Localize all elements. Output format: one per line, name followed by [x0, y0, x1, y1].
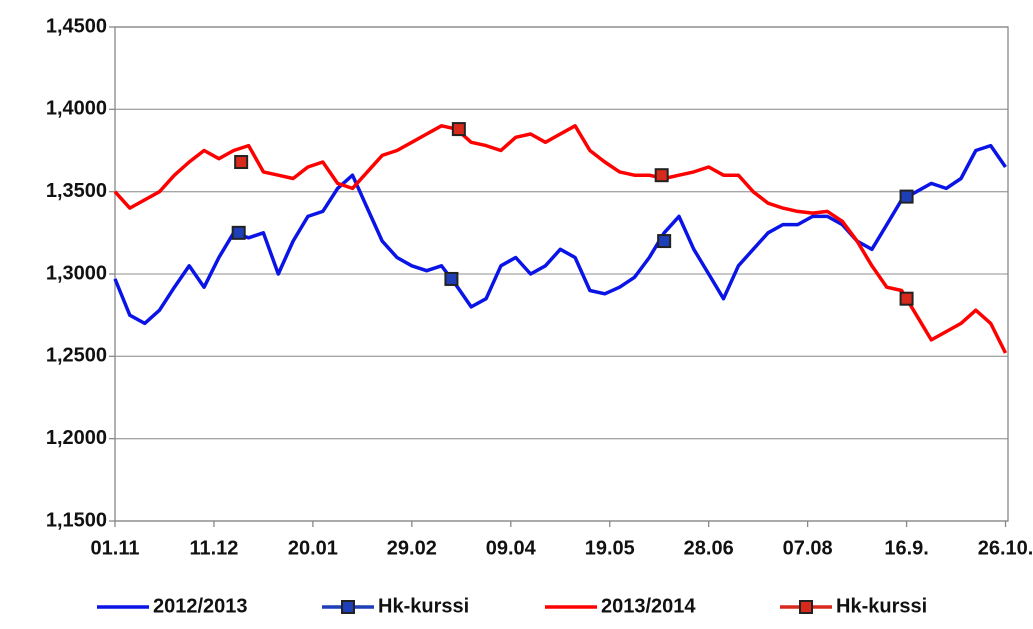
data-point: [444, 271, 459, 286]
x-tick-label: 16.9.: [884, 537, 928, 559]
x-tick-label: 01.11: [91, 537, 140, 559]
y-tick-label: 1,3000: [46, 262, 107, 284]
x-tick-label: 07.08: [783, 537, 833, 559]
data-point: [231, 225, 246, 240]
x-tick-label: 11.12: [189, 537, 238, 559]
data-point: [451, 122, 466, 137]
y-tick-label: 1,4500: [46, 15, 107, 37]
x-tick-label: 19.05: [585, 537, 635, 559]
legend-label: Hk-kurssi: [378, 595, 469, 617]
legend-marker: [341, 600, 355, 614]
data-point: [654, 168, 669, 183]
legend-label: Hk-kurssi: [836, 595, 927, 617]
y-tick-label: 1,4000: [46, 98, 107, 120]
legend-label: 2012/2013: [153, 595, 248, 617]
legend-label: 2013/2014: [601, 595, 696, 617]
x-tick-label: 28.06: [684, 537, 734, 559]
plot-frame: [114, 26, 1009, 522]
y-tick-label: 1,2000: [46, 427, 107, 449]
x-tick-label: 09.04: [486, 537, 537, 559]
data-point: [899, 189, 914, 204]
data-point: [657, 234, 672, 249]
data-point: [899, 291, 914, 306]
x-tick-label: 26.10.: [978, 537, 1033, 559]
legend-marker: [799, 600, 813, 614]
y-tick-label: 1,1500: [46, 509, 107, 531]
x-tick-label: 20.01: [288, 537, 338, 559]
series-line: [113, 124, 1008, 354]
y-tick-label: 1,3500: [46, 180, 107, 202]
data-point: [234, 155, 249, 170]
x-tick-label: 29.02: [387, 537, 437, 559]
y-tick-label: 1,2500: [46, 345, 107, 367]
